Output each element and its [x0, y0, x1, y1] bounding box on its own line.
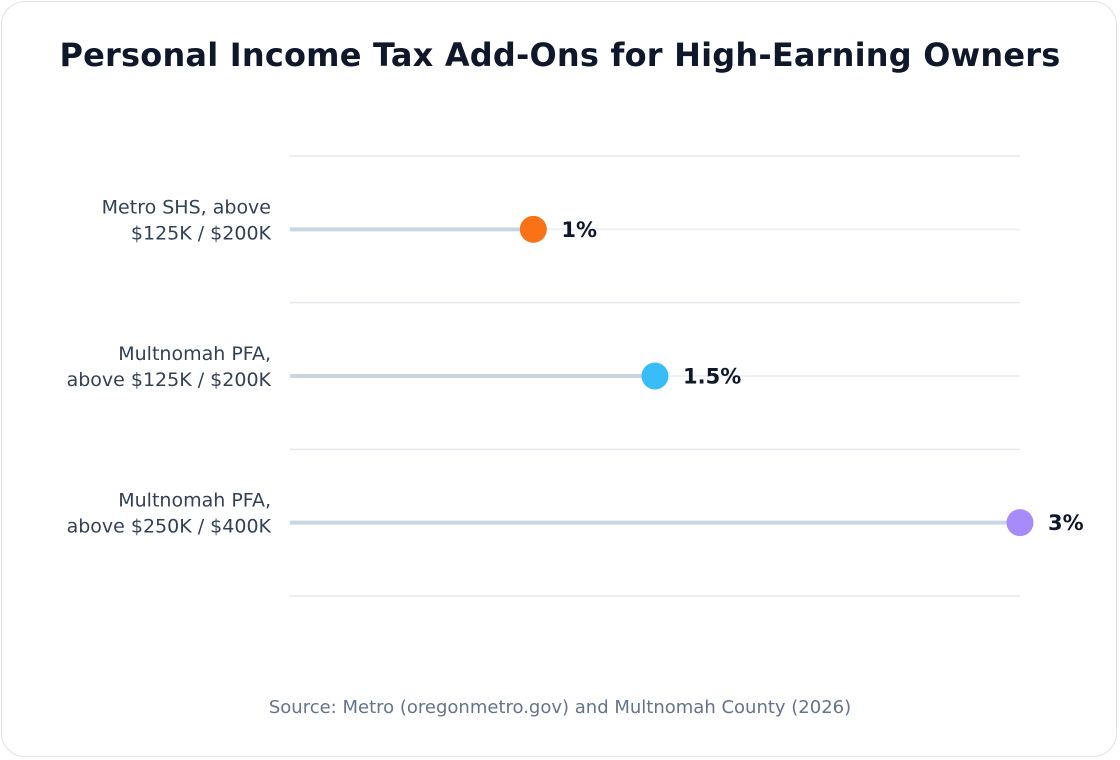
category-label: $125K / $200K — [131, 222, 272, 244]
value-label: 3% — [1048, 511, 1084, 535]
category-label: Multnomah PFA, — [118, 343, 271, 365]
category-label: Multnomah PFA, — [118, 490, 271, 512]
chart-source: Source: Metro (oregonmetro.gov) and Mult… — [268, 697, 852, 718]
category-label: above $250K / $400K — [67, 516, 272, 538]
chart-title: Personal Income Tax Add-Ons for High-Ear… — [59, 36, 1061, 74]
value-label: 1.5% — [683, 365, 741, 389]
category-label: Metro SHS, above — [102, 196, 271, 218]
lollipop-dot — [519, 215, 547, 243]
lollipop-dot — [641, 362, 669, 390]
category-label: above $125K / $200K — [67, 369, 272, 391]
value-label: 1% — [561, 218, 597, 242]
lollipop-dot — [1006, 509, 1034, 537]
